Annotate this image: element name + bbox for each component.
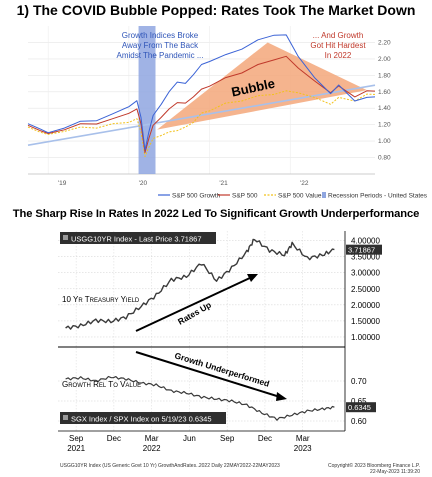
- bottom-panel-last-value: 0.6345: [346, 402, 376, 413]
- chart1-y-tick-label: 2.20: [378, 39, 391, 46]
- growth-underperformed-arrow: [135, 351, 287, 401]
- bottom-last-value: 0.6345: [348, 403, 371, 412]
- chart1-y-ticks: 2.20 2.00 1.80 1.60 1.40 1.20 1.00 0.80: [378, 39, 391, 161]
- bottom-chart-title: The Sharp Rise In Rates In 2022 Led To S…: [12, 208, 420, 220]
- rates-up-arrow-head: [247, 274, 258, 282]
- growth-rel-value-label: Growth Rel To Value: [62, 380, 141, 389]
- chart1-bubble: [27, 42, 376, 147]
- chart1-series: [27, 34, 376, 158]
- annotation-right-line3: In 2022: [325, 51, 352, 60]
- footer-timestamp: 22-May-2023 11:39:20: [370, 469, 420, 475]
- top-y-tick-label: 2.00000: [351, 301, 380, 310]
- growth-arrow-head: [276, 392, 287, 401]
- chart1-x-ticks: '19 '20 '21 '22: [58, 180, 309, 187]
- legend-growth: S&P 500 Growth: [172, 193, 221, 200]
- top-panel-label-box: [60, 232, 216, 244]
- footer-left: USGG10YR Index (US Generic Govt 10 Yr) G…: [60, 463, 280, 469]
- x-tick-label: Sep: [220, 434, 235, 443]
- chart1-y-tick-label: 1.00: [378, 138, 391, 145]
- bottom-last-value-box: [346, 402, 376, 413]
- chart1-x-tick-label: '20: [139, 180, 148, 187]
- growth-bubble-chart: 2.202.001.801.601.401.201.000.80 '19'20 '…: [0, 22, 432, 206]
- bottom-panel-label-box: [60, 412, 226, 424]
- treasury-yield-label: 10 Yr Treasury Yield: [62, 295, 140, 304]
- chart1-x-tick-label: '21: [219, 180, 228, 187]
- top-y-tick-label: 4.00000: [351, 237, 380, 246]
- bloomberg-chart: 4.00000 3.50000 3.00000 2.50000 2.00000 1.500…: [58, 227, 430, 475]
- bottom-y-tick-label: 0.70: [351, 377, 367, 386]
- x-year-label: 2021: [67, 444, 85, 453]
- x-year-label: 2022: [143, 444, 161, 453]
- top-y-tick-label: 1.50000: [351, 317, 380, 326]
- legend-recession: Recession Periods - United States: [328, 193, 428, 200]
- top-y-tick-label: 3.00000: [351, 269, 380, 278]
- legend-swatch-recession: [322, 192, 326, 198]
- top-y-tick-label: 2.50000: [351, 285, 380, 294]
- chart1-y-tick-label: 1.20: [378, 122, 391, 129]
- chart2-series: [65, 238, 335, 421]
- x-tick-label: Jun: [183, 434, 196, 443]
- chart1-legend: S&P 500 Growth S&P 500 S&P 500 Value Rec…: [158, 192, 428, 200]
- rates-up-arrow: [135, 274, 258, 332]
- top-panel-label-text: USGG10YR Index - Last Price 3.71867: [71, 234, 202, 243]
- annotation-left-line3: Amidst The Pandemic ...: [117, 51, 204, 60]
- x-year-label: 2023: [294, 444, 312, 453]
- chart2-x-ticks: Sep Dec Mar Jun Sep Dec Mar 2021 2022 2023: [67, 434, 312, 453]
- bubble-area: [157, 42, 367, 130]
- x-tick-label: Dec: [258, 434, 272, 443]
- chart1-x-tick-label: '19: [58, 180, 67, 187]
- series-us-10yr-yield: [65, 238, 335, 330]
- chart1-y-tick-label: 1.80: [378, 72, 391, 79]
- legend-sp500: S&P 500: [232, 193, 258, 200]
- bottom-y-tick-label: 0.60: [351, 417, 367, 426]
- chart1-x-tick-label: '22: [300, 180, 309, 187]
- annotation-right-line2: Got Hit Hardest: [310, 41, 366, 50]
- footer-copyright: Copyright© 2023 Bloomberg Finance L.P.: [328, 462, 420, 469]
- top-y-tick-label: 1.00000: [351, 333, 380, 342]
- top-chart-title: 1) The COVID Bubble Popped: Rates Took T…: [16, 2, 416, 18]
- x-tick-label: Sep: [69, 434, 84, 443]
- top-panel-label: USGG10YR Index - Last Price 3.71867: [60, 232, 216, 244]
- x-tick-label: Mar: [296, 434, 310, 443]
- chart1-y-tick-label: 0.80: [378, 155, 391, 162]
- x-tick-label: Dec: [107, 434, 121, 443]
- chart1-y-tick-label: 1.60: [378, 89, 391, 96]
- annotation-right-line1: ... And Growth: [313, 31, 364, 40]
- top-y-tick-label: 3.50000: [351, 253, 380, 262]
- top-panel-label-swatch: [63, 235, 68, 240]
- chart1-y-tick-label: 1.40: [378, 105, 391, 112]
- top-last-value-box: [346, 244, 382, 255]
- series-sp500-value: [27, 90, 376, 158]
- chart2-y-ticks: 4.00000 3.50000 3.00000 2.50000 2.00000 1.500…: [351, 237, 380, 426]
- annotation-left-line1: Growth Indices Broke: [122, 31, 199, 40]
- series-growth-rel-value: [65, 375, 335, 421]
- top-last-value: 3.71867: [348, 245, 375, 254]
- bottom-y-tick-label: 0.65: [351, 397, 367, 406]
- annotation-left-line2: Away From The Back: [122, 41, 199, 50]
- chart1-y-tick-label: 2.00: [378, 56, 391, 63]
- series-sp500-growth: [27, 34, 376, 151]
- top-panel-last-value: 3.71867: [346, 244, 382, 255]
- bottom-panel-label-text: SGX Index / SPX Index on 5/19/23 0.6345: [71, 414, 212, 423]
- bottom-panel-label: SGX Index / SPX Index on 5/19/23 0.6345: [60, 412, 226, 424]
- legend-value: S&P 500 Value: [278, 193, 322, 200]
- bottom-panel-label-swatch: [63, 415, 68, 420]
- series-sp500: [27, 55, 376, 153]
- rates-up-arrow-line: [135, 276, 253, 332]
- bubble-baseline: [27, 84, 376, 147]
- growth-arrow-line: [135, 351, 281, 398]
- x-tick-label: Mar: [145, 434, 159, 443]
- chart2-gridlines: [58, 231, 346, 432]
